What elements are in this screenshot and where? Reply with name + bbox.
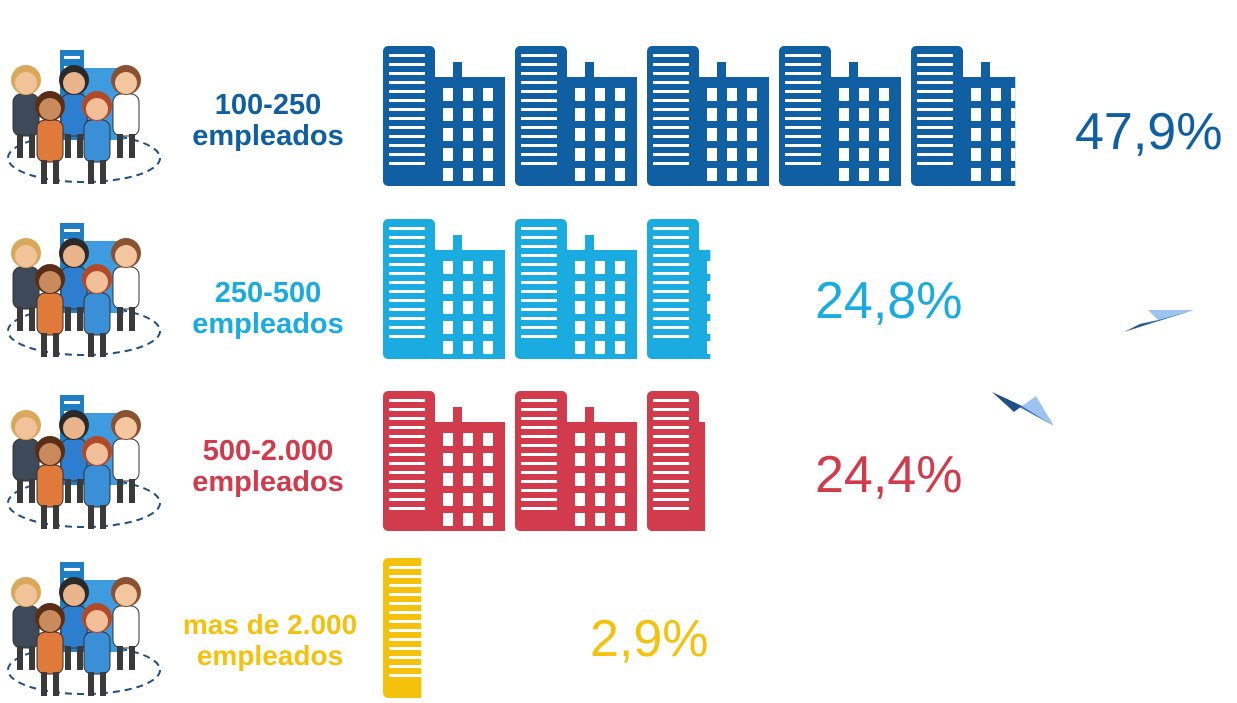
percentage-label: 47,9% xyxy=(1075,103,1223,161)
paper-plane-icon xyxy=(992,392,1054,426)
paper-plane-icon xyxy=(1124,310,1194,332)
building-bar xyxy=(383,558,422,698)
category-label: 250-500 empleados xyxy=(158,278,378,340)
category-label-line1: 500-2.000 xyxy=(202,435,334,467)
building-bar xyxy=(383,46,1016,186)
category-row: mas de 2.000 empleados 2,9% xyxy=(0,552,1237,702)
people-group-icon xyxy=(7,395,161,529)
category-row: 100-250 empleados 47,9% xyxy=(0,40,1237,190)
category-label-line1: 250-500 xyxy=(214,277,322,309)
building-bar xyxy=(383,219,711,359)
category-label-line1: 100-250 xyxy=(214,89,322,121)
percentage-label: 2,9% xyxy=(590,610,709,668)
category-label-line1: mas de 2.000 xyxy=(182,609,358,640)
category-label: mas de 2.000 empleados xyxy=(160,609,380,671)
category-label: 500-2.000 empleados xyxy=(158,436,378,498)
building-bar xyxy=(383,391,706,531)
percentage-label: 24,4% xyxy=(815,446,963,504)
percentage-label: 24,8% xyxy=(815,272,963,330)
category-row: 500-2.000 empleados 24,4% xyxy=(0,385,1237,535)
category-label-line2: empleados xyxy=(196,640,344,671)
people-group-icon xyxy=(7,562,161,696)
people-group-icon xyxy=(7,50,161,184)
category-label-line2: empleados xyxy=(192,120,344,152)
category-row: 250-500 empleados 24,8% xyxy=(0,213,1237,363)
category-label-line2: empleados xyxy=(192,308,344,340)
people-group-icon xyxy=(7,223,161,357)
category-label-line2: empleados xyxy=(192,466,344,498)
category-label: 100-250 empleados xyxy=(158,90,378,152)
